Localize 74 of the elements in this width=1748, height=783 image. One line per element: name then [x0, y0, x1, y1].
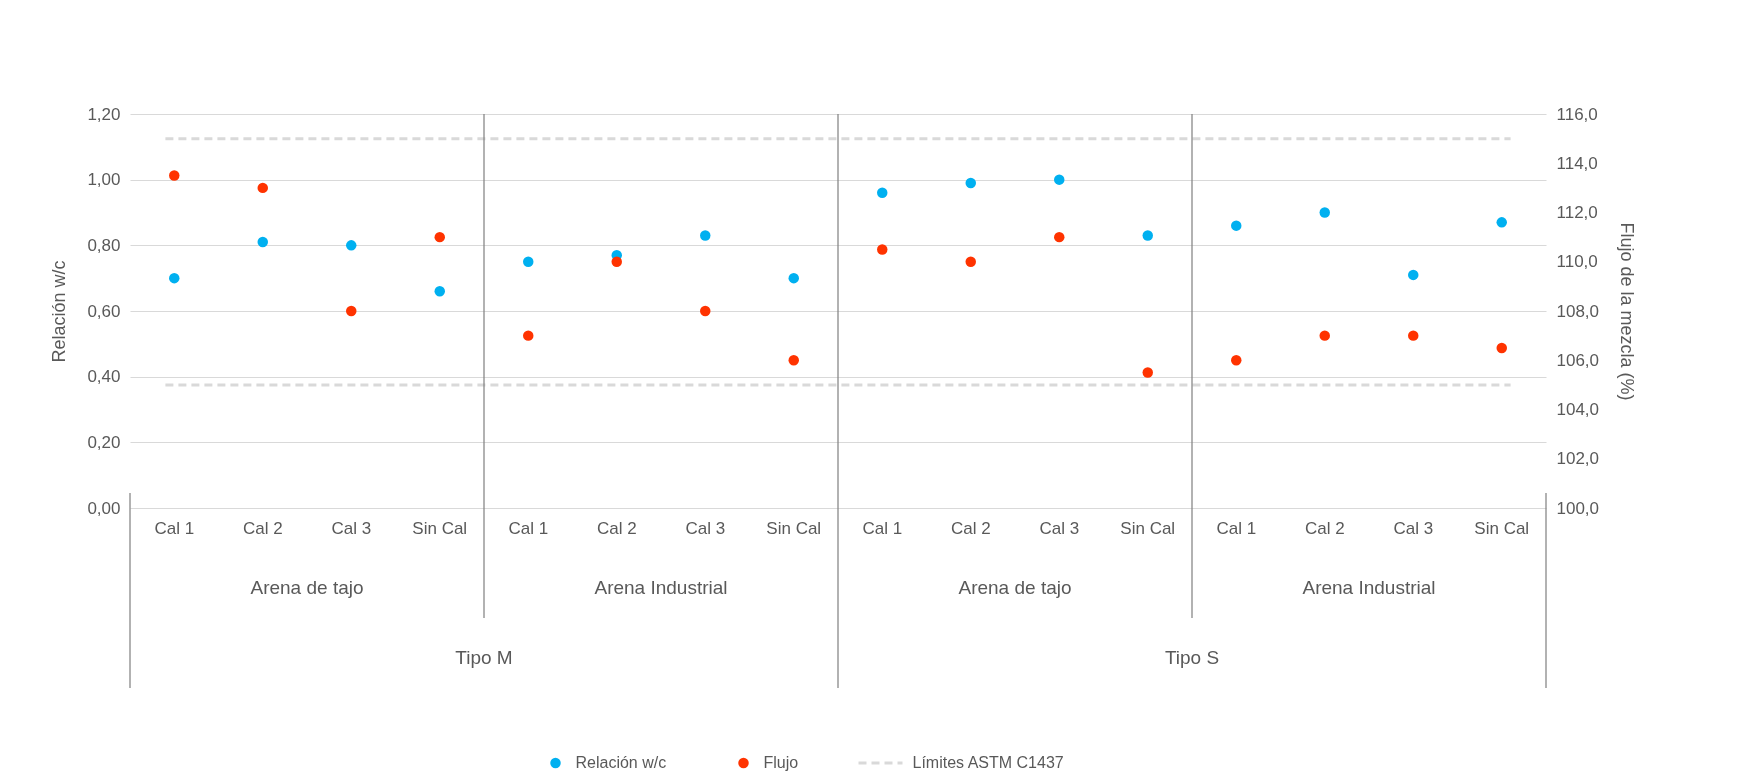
point	[965, 177, 976, 189]
x-tick-label: Cal 3	[331, 518, 372, 538]
x-tick-label: Sin Cal	[1474, 518, 1530, 538]
point	[1231, 220, 1242, 231]
x-tick-label: Cal 3	[1393, 518, 1434, 538]
point	[877, 187, 888, 199]
point	[257, 236, 268, 248]
y2-tick-label: 116,0	[1556, 104, 1598, 124]
point	[1054, 231, 1065, 243]
text: Arena Industrial	[594, 577, 728, 598]
x-tick-label: Cal 3	[685, 518, 726, 538]
y-axis-title: Relación w/c	[49, 260, 70, 363]
point	[1231, 355, 1242, 366]
x-tick-label: Sin Cal	[766, 518, 822, 538]
y2-tick-label: 112,0	[1556, 203, 1598, 222]
point	[346, 305, 357, 317]
y2-tick-label: 106,0	[1556, 350, 1600, 370]
y-tick-label: 1,00	[87, 170, 121, 190]
y2-tick-label: 102,0	[1556, 449, 1600, 469]
point	[1496, 342, 1507, 354]
point	[700, 230, 711, 241]
point	[1319, 330, 1330, 341]
point	[523, 330, 534, 341]
point	[1496, 217, 1507, 228]
y-tick-label: 0,00	[87, 498, 121, 518]
point	[877, 244, 888, 255]
x-tick-label: Sin Cal	[412, 518, 468, 538]
legend-label: Relación w/c	[575, 754, 667, 771]
x-tick-label: Cal 2	[596, 518, 637, 538]
x-tick-label: Cal 1	[154, 518, 195, 538]
point	[434, 231, 445, 243]
y-tick-label: 0,40	[87, 367, 121, 387]
point	[1142, 230, 1153, 241]
point	[788, 355, 799, 366]
x-tick-label: Cal 1	[862, 518, 903, 538]
y-tick-label: 1,20	[87, 104, 121, 124]
point	[1408, 269, 1419, 281]
text: Arena de tajo	[958, 577, 1072, 598]
point	[1054, 174, 1065, 185]
point	[169, 170, 180, 181]
legend-label: Límites ASTM C1437	[912, 754, 1064, 771]
point	[1319, 207, 1330, 218]
text: Tipo S	[1164, 647, 1220, 668]
x-tick-label: Sin Cal	[1120, 518, 1176, 538]
point	[1408, 330, 1419, 341]
y2-axis-title: Flujo de la mezcla (%)	[1617, 222, 1638, 401]
point	[965, 256, 976, 267]
y2-tick-label: 100,0	[1556, 498, 1600, 518]
y-tick-label: 0,20	[87, 432, 121, 452]
point	[257, 182, 268, 194]
text: Arena Industrial	[1302, 577, 1436, 598]
y2-tick-label: 104,0	[1556, 400, 1600, 419]
point	[434, 286, 445, 297]
x-tick-label: Cal 2	[242, 518, 283, 538]
x-tick-label: Cal 1	[508, 518, 549, 538]
y2-tick-label: 114,0	[1556, 153, 1598, 173]
point	[611, 256, 622, 267]
point	[523, 256, 534, 267]
legend-label: Flujo	[763, 754, 799, 771]
text: Tipo M	[455, 647, 513, 668]
point	[700, 305, 711, 317]
x-tick-label: Cal 2	[950, 518, 991, 538]
y-tick-label: 0,80	[87, 235, 121, 255]
point	[169, 272, 180, 284]
point	[346, 240, 357, 251]
x-tick-label: Cal 3	[1039, 518, 1080, 538]
y-tick-label: 0,60	[87, 301, 121, 321]
y2-tick-label: 110,0	[1556, 252, 1598, 272]
point	[788, 272, 799, 284]
x-tick-label: Cal 1	[1216, 518, 1257, 538]
y2-tick-label: 108,0	[1556, 301, 1600, 321]
point	[1142, 367, 1153, 378]
x-tick-label: Cal 2	[1304, 518, 1345, 538]
text: Arena de tajo	[250, 577, 364, 598]
